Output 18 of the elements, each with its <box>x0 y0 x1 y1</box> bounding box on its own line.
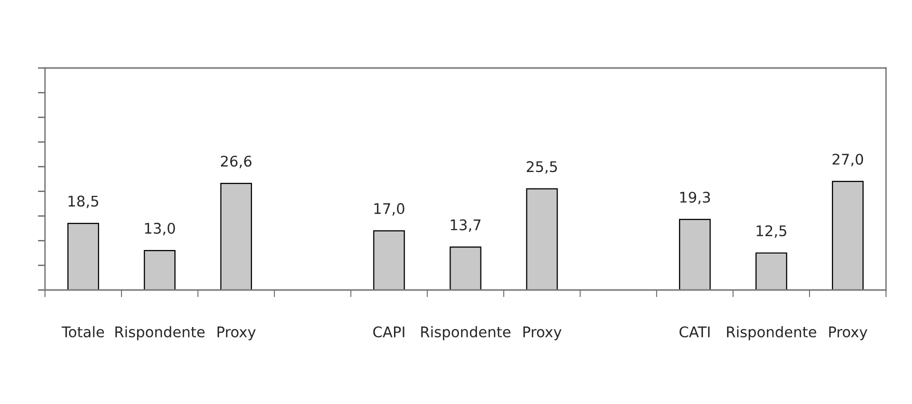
data-label: 13,7 <box>450 219 480 232</box>
x-tick-label: CAPI <box>373 326 404 338</box>
data-label: 12,5 <box>756 225 786 238</box>
x-tick-label: Totale <box>62 326 104 338</box>
x-tick-label: Proxy <box>523 326 562 340</box>
data-label: 19,3 <box>680 192 710 204</box>
x-tick-label: CATI <box>680 326 710 338</box>
x-tick-label: Rispondente <box>727 326 816 340</box>
x-tick-label: Proxy <box>829 326 868 340</box>
data-label: 27,0 <box>832 154 864 166</box>
data-label: 17,0 <box>374 203 404 216</box>
data-label: 26,6 <box>220 156 252 168</box>
x-tick-label: Rispondente <box>115 326 205 340</box>
data-label: 18,5 <box>68 196 98 208</box>
x-tick-label: Proxy <box>218 326 256 340</box>
data-label: 25,5 <box>526 161 557 174</box>
x-tick-label: Rispondente <box>421 326 510 340</box>
data-label: 13,0 <box>145 222 175 236</box>
